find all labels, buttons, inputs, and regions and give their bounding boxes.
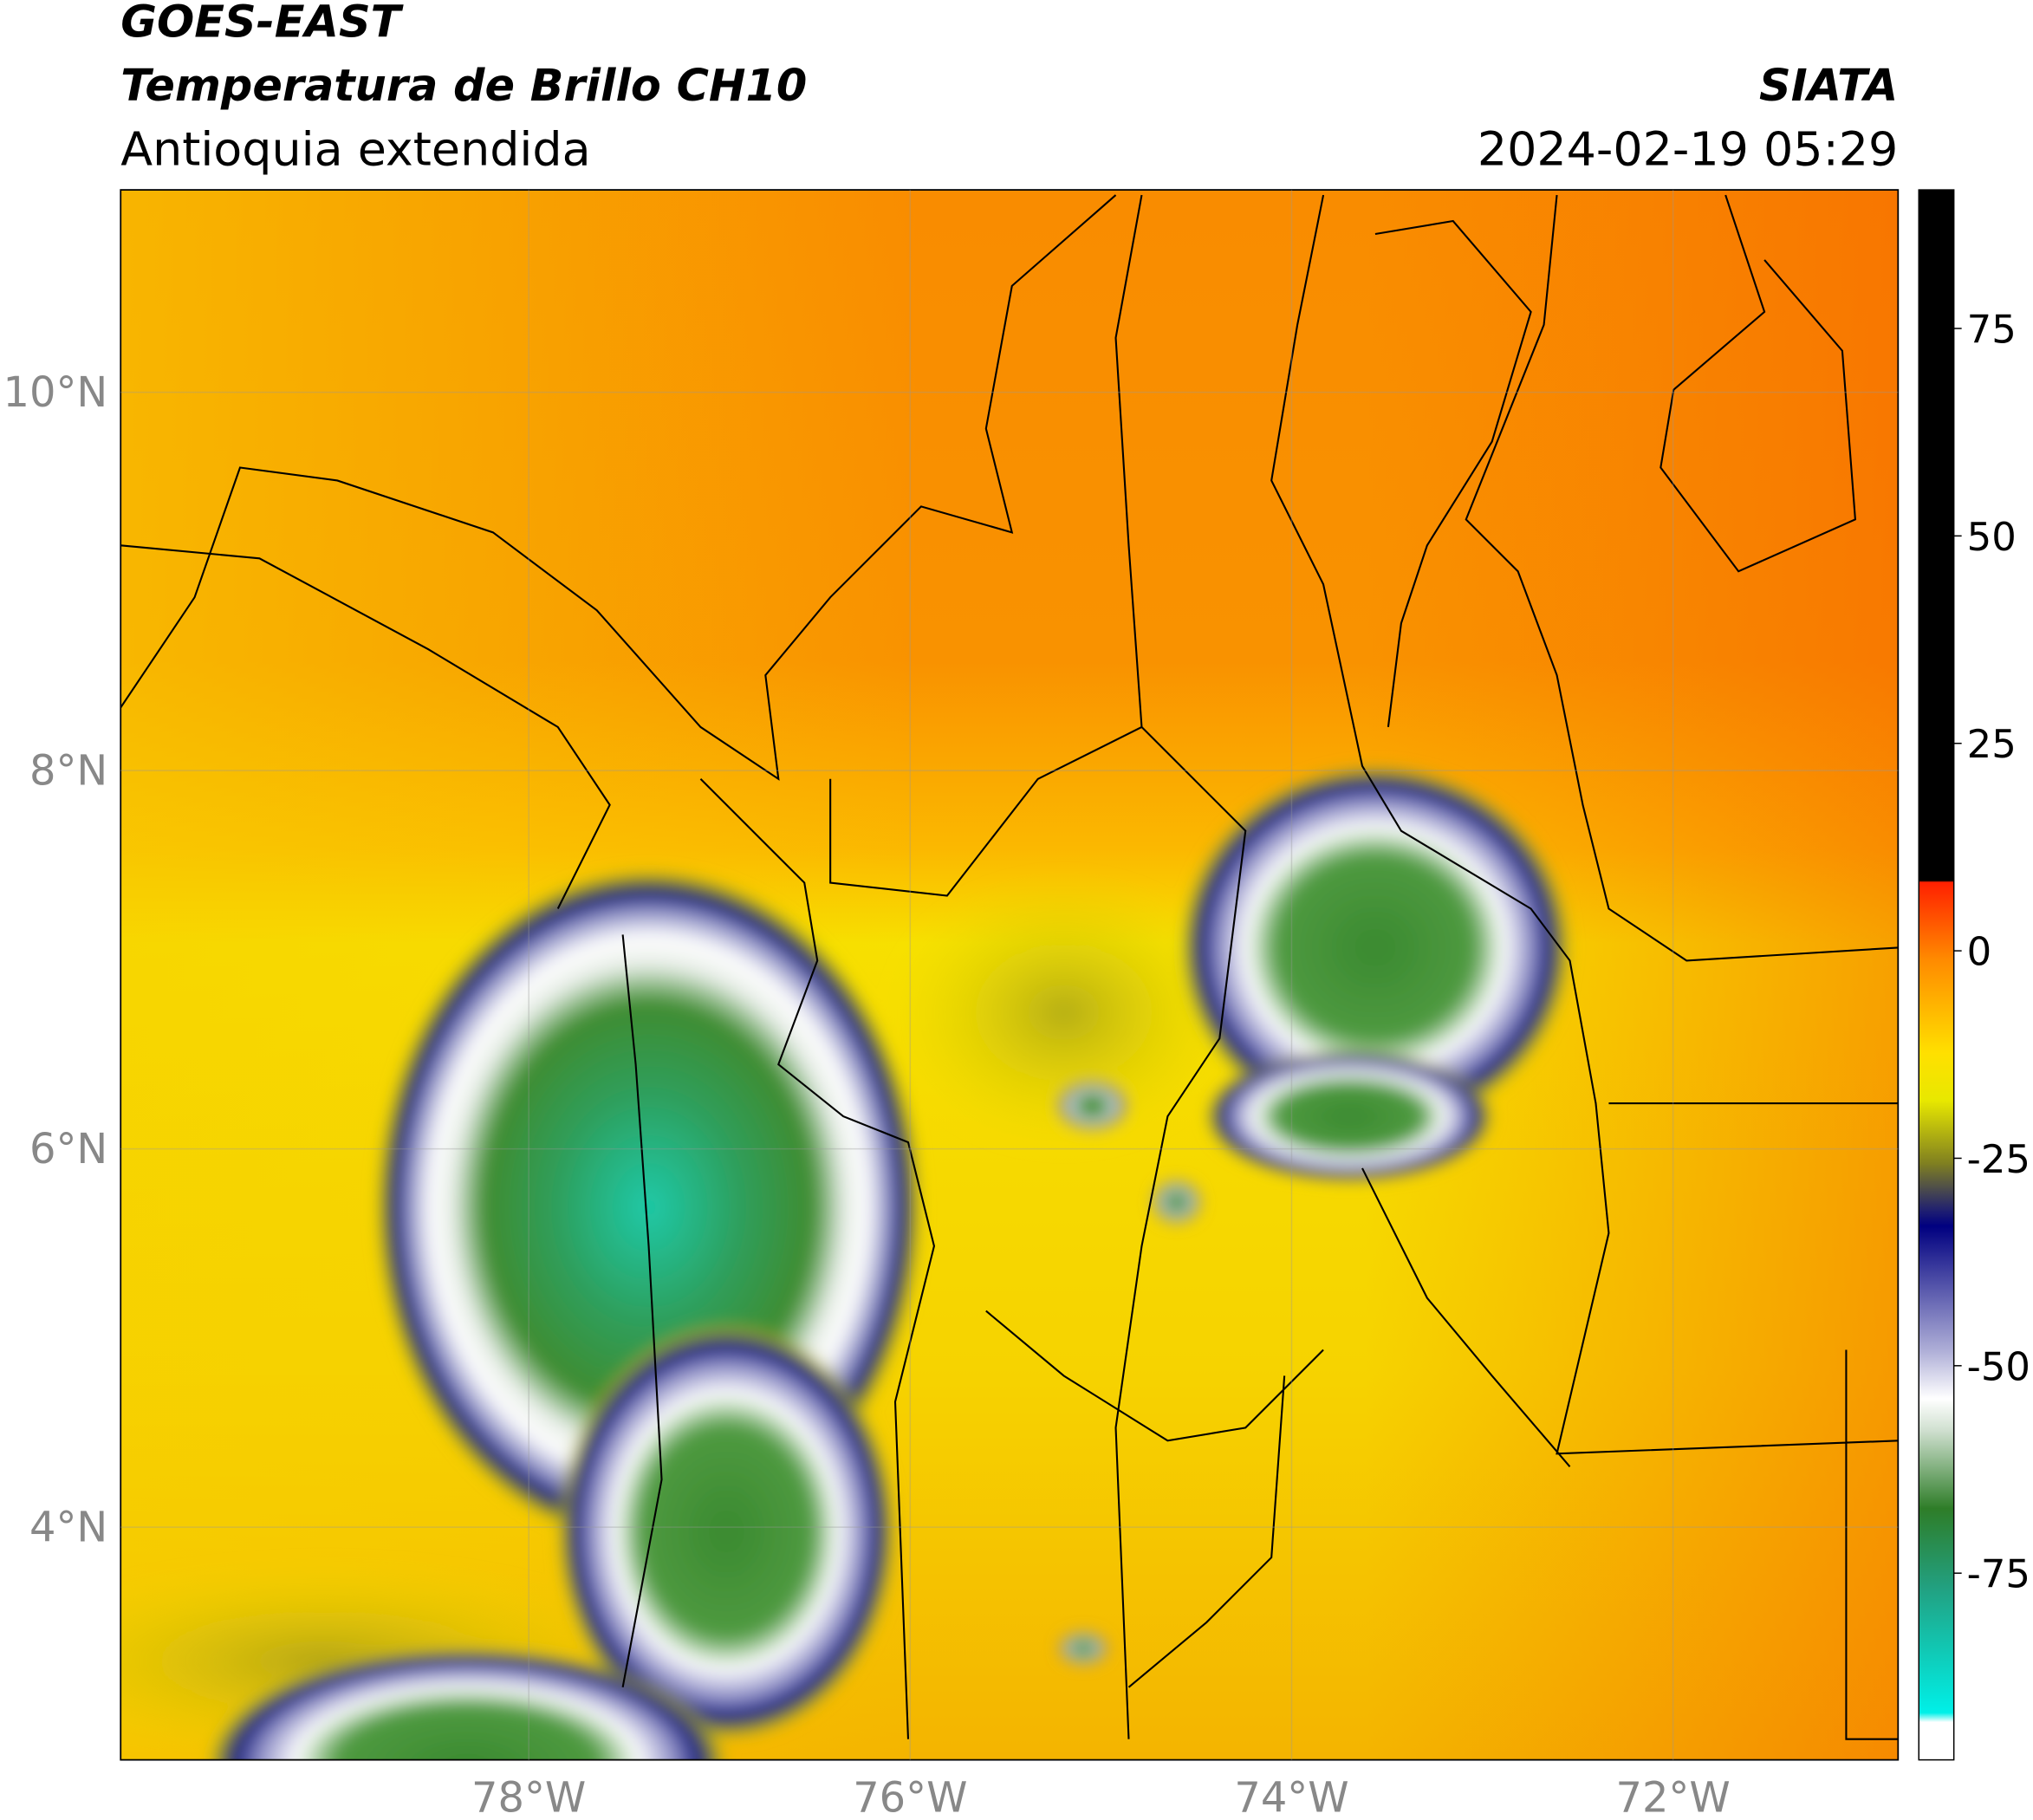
map-image (120, 190, 1899, 1760)
lat-label: 8°N (29, 748, 107, 796)
lat-label: 6°N (29, 1126, 107, 1173)
colorbar-label: 50 (1967, 514, 2017, 560)
region: Antioquia extendida (120, 122, 590, 177)
graticule: 10°N 8°N 6°N 4°N 78°W 76°W 74°W 72°W (3, 190, 1899, 1820)
colorbar-label: 0 (1967, 929, 1992, 975)
colorbar (1918, 189, 1955, 1761)
datetime: 2024-02-19 05:29 (1478, 122, 1898, 177)
title: GOES-EAST (120, 0, 404, 48)
map-frame (120, 189, 1900, 1761)
source: SIATA (1759, 61, 1898, 112)
lat-label: 10°N (3, 369, 108, 417)
lon-label: 76°W (853, 1775, 967, 1820)
colorbar-label: -25 (1967, 1136, 2030, 1182)
lon-label: 72°W (1615, 1775, 1730, 1820)
colorbar-label: -75 (1967, 1551, 2030, 1597)
lon-label: 78°W (471, 1775, 586, 1820)
lon-label: 74°W (1234, 1775, 1348, 1820)
colorbar-label: 75 (1967, 306, 2017, 352)
subtitle: Temperatura de Brillo CH10 (120, 61, 807, 112)
colorbar-ticks: 75 50 25 0 -25 -50 -75 (1953, 306, 2030, 1597)
colorbar-label: 25 (1967, 721, 2017, 767)
colorbar-label: -50 (1967, 1343, 2030, 1389)
lat-label: 4°N (29, 1505, 107, 1552)
